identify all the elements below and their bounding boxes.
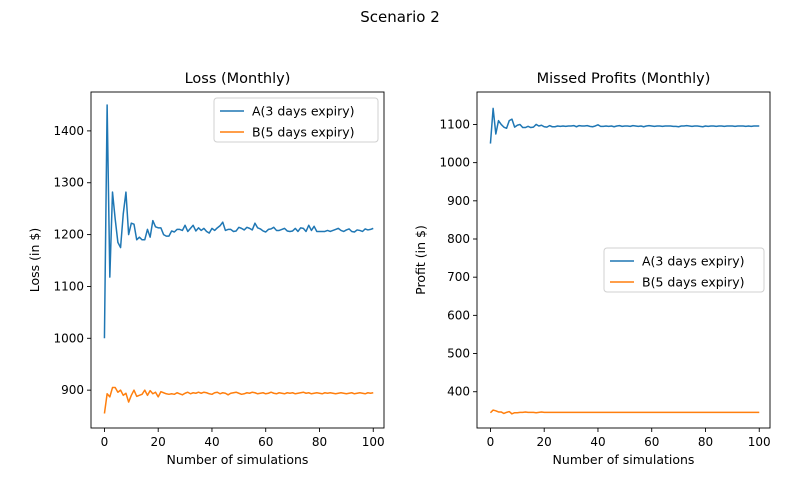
loss-chart-panel: Loss (Monthly) 0 20 40 60 80 100 900 1000 1100 120… (27, 71, 385, 467)
x-tick-label: 0 (101, 435, 109, 449)
figure-suptitle: Scenario 2 (360, 8, 440, 26)
profit-chart-title: Missed Profits (Monthly) (537, 71, 711, 87)
series-line-A (103, 104, 374, 339)
profit-axes-frame (476, 91, 771, 429)
x-tick-label: 60 (258, 435, 273, 449)
y-tick-label: 1000 (53, 331, 84, 345)
x-tick-label: 100 (748, 435, 771, 449)
y-tick-label: 600 (447, 308, 470, 322)
x-tick-label: 60 (644, 435, 659, 449)
series-line-B (103, 386, 374, 414)
x-tick-label: 40 (204, 435, 219, 449)
y-tick-label: 1100 (439, 117, 470, 131)
x-tick-label: 100 (362, 435, 385, 449)
x-tick-label: 20 (151, 435, 166, 449)
missed-profits-chart-panel: Missed Profits (Monthly) 0 20 40 60 80 100 400 5… (413, 71, 771, 467)
legend-label-A: A(3 days expiry) (642, 254, 745, 269)
y-tick-label: 900 (447, 194, 470, 208)
y-tick-label: 700 (447, 270, 470, 284)
x-axis-label: Number of simulations (553, 452, 695, 467)
y-tick-label: 1200 (53, 228, 84, 242)
y-tick-label: 1100 (53, 279, 84, 293)
y-tick-label: 1400 (53, 124, 84, 138)
series-line-A (489, 107, 760, 144)
y-tick-label: 500 (447, 347, 470, 361)
x-tick-label: 0 (487, 435, 495, 449)
y-axis-label: Loss (in $) (27, 228, 42, 292)
legend-box (213, 97, 379, 143)
legend-label-B: B(5 days expiry) (642, 275, 745, 290)
x-tick-label: 40 (590, 435, 605, 449)
legend-label-B: B(5 days expiry) (252, 125, 355, 140)
loss-legend: A(3 days expiry) B(5 days expiry) (213, 97, 379, 143)
profit-legend: A(3 days expiry) B(5 days expiry) (603, 247, 765, 293)
loss-chart-title: Loss (Monthly) (185, 71, 291, 87)
legend-box (603, 247, 765, 293)
y-tick-label: 1000 (439, 156, 470, 170)
y-tick-label: 800 (447, 232, 470, 246)
y-axis-label: Profit (in $) (413, 225, 428, 295)
series-line-B (489, 409, 760, 415)
legend-label-A: A(3 days expiry) (252, 104, 355, 119)
y-tick-label: 400 (447, 385, 470, 399)
y-tick-label: 900 (61, 383, 84, 397)
x-tick-label: 80 (312, 435, 327, 449)
y-tick-label: 1300 (53, 176, 84, 190)
x-axis-label: Number of simulations (167, 452, 309, 467)
loss-axes-frame (90, 91, 385, 429)
x-tick-label: 20 (537, 435, 552, 449)
x-tick-label: 80 (698, 435, 713, 449)
